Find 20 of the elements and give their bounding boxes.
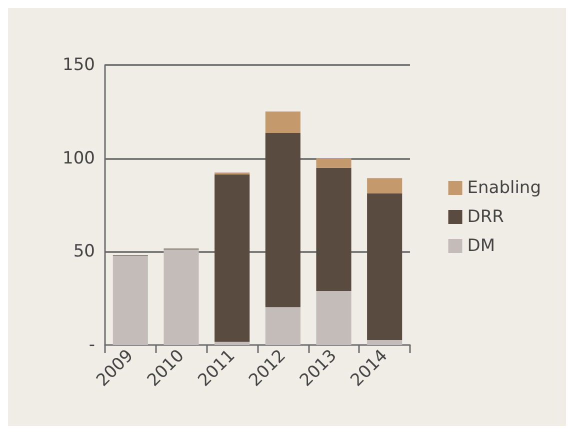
bar bbox=[316, 158, 352, 168]
bar bbox=[112, 256, 148, 345]
bar bbox=[367, 178, 402, 194]
bar bbox=[265, 111, 300, 133]
bar bbox=[265, 132, 300, 308]
bar bbox=[367, 340, 402, 345]
legend-label: DM bbox=[467, 236, 496, 256]
legend-label: Enabling bbox=[467, 178, 542, 198]
bar bbox=[316, 168, 352, 292]
y-tick-label: - bbox=[88, 335, 95, 355]
legend-label: DRR bbox=[467, 207, 504, 227]
bar bbox=[367, 193, 402, 340]
y-tick-label: 100 bbox=[62, 148, 95, 168]
bar bbox=[164, 249, 199, 345]
y-tick-label: 50 bbox=[73, 242, 95, 262]
bar bbox=[214, 174, 250, 342]
y-tick-label: 150 bbox=[62, 55, 95, 75]
bar bbox=[316, 291, 352, 345]
bar bbox=[214, 342, 250, 345]
bar bbox=[265, 307, 300, 345]
